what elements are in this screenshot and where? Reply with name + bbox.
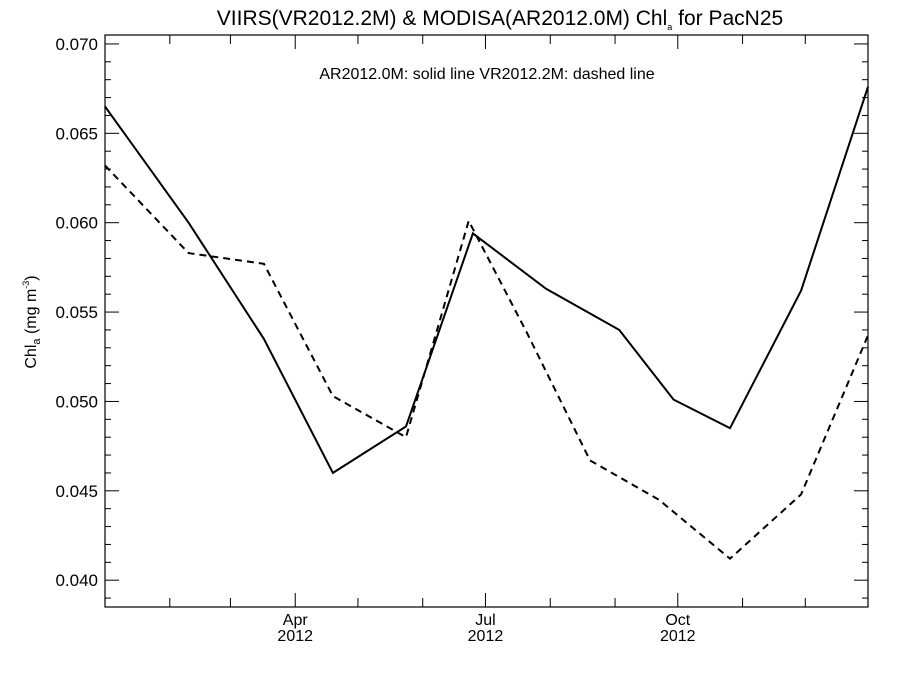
x-tick-label-month: Apr (283, 612, 309, 629)
chart-title: VIIRS(VR2012.2M) & MODISA(AR2012.0M) Chl… (217, 7, 783, 32)
y-tick-label: 0.045 (55, 482, 98, 501)
x-tick-label-year: 2012 (277, 628, 313, 645)
chart-title-prefix: VIIRS(VR2012.2M) & MODISA(AR2012.0M) Chl (217, 7, 667, 30)
y-axis-label: Chla (mg m-3) (21, 275, 43, 368)
series-layer (104, 86, 869, 561)
y-tick-label: 0.060 (55, 214, 98, 233)
series-line-vr2012-2m (104, 164, 869, 561)
y-axis-label-superscript: -3 (21, 281, 31, 289)
x-tick-label-month: Jul (475, 612, 495, 629)
x-tick-label-year: 2012 (660, 628, 696, 645)
y-axis-label-unit-close: ) (23, 275, 40, 280)
y-tick-label: 0.040 (55, 571, 98, 590)
y-axis-label-unit-open: (mg m (23, 289, 40, 339)
axes-layer: 0.0400.0450.0500.0550.0600.0650.070Apr20… (55, 35, 868, 645)
x-tick-label-year: 2012 (468, 628, 504, 645)
y-tick-label: 0.050 (55, 392, 98, 411)
y-tick-label: 0.065 (55, 124, 98, 143)
y-tick-label: 0.070 (55, 35, 98, 54)
x-tick-label-month: Oct (665, 612, 690, 629)
y-axis-label-main: Chl (23, 345, 40, 369)
series-line-ar2012-0m (104, 86, 869, 475)
chart-title-subscript: a (667, 22, 672, 32)
legend-annotation: AR2012.0M: solid line VR2012.2M: dashed … (319, 66, 654, 83)
chart-title-suffix: for PacN25 (672, 7, 783, 30)
y-tick-label: 0.055 (55, 303, 98, 322)
y-axis-label-subscript: a (31, 338, 43, 345)
plot-frame (104, 34, 869, 608)
